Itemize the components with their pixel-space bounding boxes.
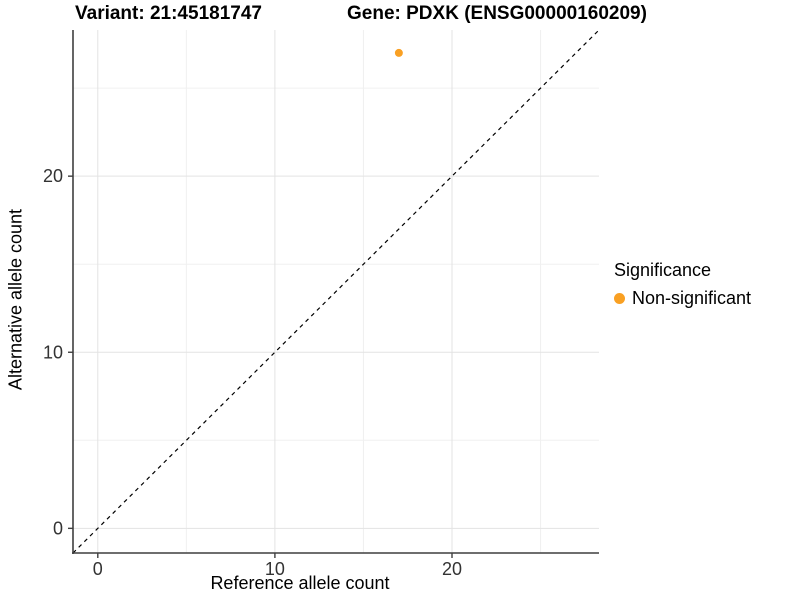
legend-item-label: Non-significant (632, 288, 752, 308)
legend: Significance Non-significant (614, 260, 751, 309)
x-axis-title: Reference allele count (210, 573, 390, 593)
y-tick-label: 0 (53, 518, 63, 538)
x-tick-label: 10 (265, 559, 285, 579)
identity-dashed-line (72, 29, 600, 554)
x-tick-label: 0 (93, 559, 103, 579)
y-tick-label: 10 (43, 342, 63, 362)
legend-title: Significance (614, 260, 712, 280)
legend-point-icon (614, 293, 625, 304)
legend-item: Non-significant (614, 288, 751, 309)
data-point (394, 48, 403, 57)
y-tick-label: 20 (43, 166, 63, 186)
gene-title: Gene: PDXK (ENSG00000160209) (347, 3, 647, 24)
variant-title: Variant: 21:45181747 (75, 3, 262, 24)
y-axis-title: Alternative allele count (5, 208, 26, 391)
x-tick-label: 20 (442, 559, 462, 579)
